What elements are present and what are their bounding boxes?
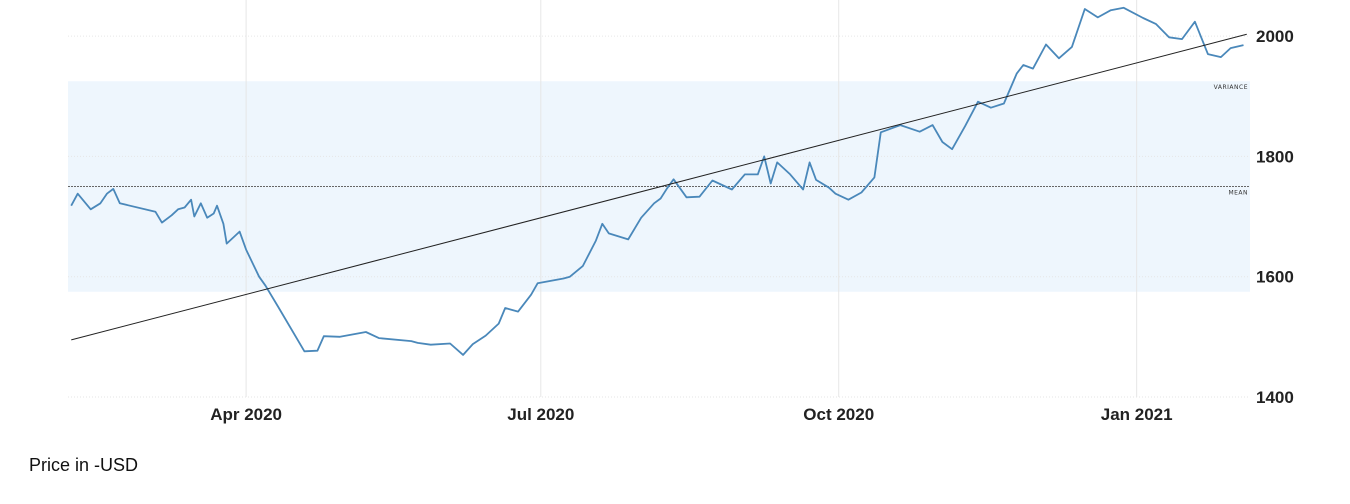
y-tick-label: 1800	[1256, 147, 1294, 166]
y-tick-label: 2000	[1256, 27, 1294, 46]
x-axis-tick-labels: Apr 2020 Jul 2020 Oct 2020 Jan 2021	[210, 405, 1172, 424]
trend-line	[71, 33, 1247, 341]
x-tick-label: Jul 2020	[507, 405, 574, 424]
y-tick-label: 1600	[1256, 268, 1294, 287]
variance-label: VARIANCE	[1214, 84, 1248, 91]
units-note: Price in -USD	[29, 455, 139, 475]
price-series-line	[70, 6, 1244, 356]
y-axis-tick-labels: 2000 1800 1600 1400	[1256, 27, 1294, 407]
mean-label: MEAN	[1228, 189, 1248, 196]
x-tick-label: Oct 2020	[803, 405, 874, 424]
grid-lines	[68, 0, 1250, 398]
y-tick-label: 1400	[1256, 388, 1294, 407]
x-tick-label: Apr 2020	[210, 405, 282, 424]
x-tick-label: Jan 2021	[1101, 405, 1173, 424]
